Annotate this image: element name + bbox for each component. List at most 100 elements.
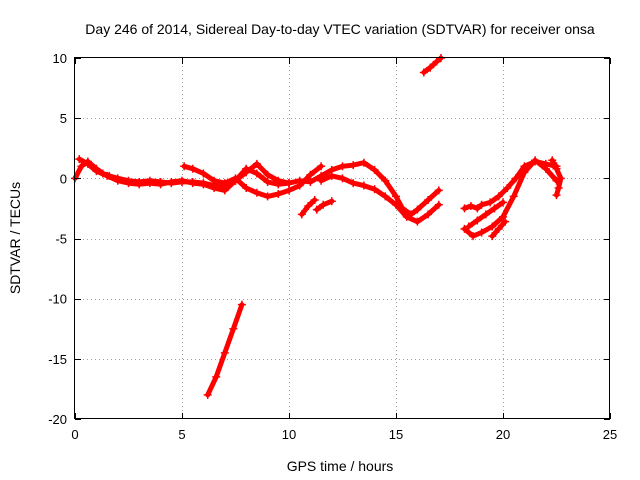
data-point [242,168,251,177]
data-point [381,192,390,201]
data-point [460,224,469,233]
x-tick-label: 0 [71,427,78,442]
data-point [338,174,347,183]
data-point [349,161,358,170]
data-point [424,195,433,204]
data-point [145,179,154,188]
data-point [156,180,165,189]
series-line [318,173,442,225]
series-line [421,55,444,75]
data-point [263,170,272,179]
data-point [188,164,197,173]
x-axis-label: GPS time / hours [287,458,394,474]
series-track-5 [297,195,319,219]
axis-ticks: 0 5 10 15 20 25 -20 -15 -10 -5 0 5 10 [48,51,617,442]
data-point [77,162,86,171]
data-point [413,205,422,214]
data-point [477,200,486,209]
data-point [263,177,272,186]
data-point [304,202,313,211]
y-tick-label: -20 [48,412,67,427]
data-point [295,181,304,190]
y-tick-label: 10 [53,51,67,66]
data-point [477,228,486,237]
data-point [402,212,411,221]
x-tick-label: 10 [282,427,296,442]
data-point [392,192,400,201]
data-point [229,324,238,333]
data-point [338,162,347,171]
data-point [319,200,328,209]
series-track-4 [317,171,443,226]
y-tick-label: -15 [48,352,67,367]
series-track-11 [464,198,507,231]
data-point [511,174,520,183]
data-point [310,195,319,204]
data-point [531,156,540,165]
data-point [501,217,510,226]
data-point [469,232,478,241]
data-point [83,159,92,168]
data-point [434,186,443,195]
data-series [71,54,565,399]
data-point [509,192,518,201]
data-point [113,176,122,185]
data-point [499,212,507,221]
data-point [552,191,561,200]
data-point [327,171,336,180]
data-point [392,200,400,209]
data-point [135,180,144,189]
series-line [462,157,559,239]
y-tick-label: 5 [60,111,67,126]
data-point [370,165,379,174]
data-point [419,68,428,77]
data-point [180,162,189,171]
series-track-13 [548,156,565,200]
data-point [541,164,550,173]
data-point [285,179,293,188]
data-point [494,224,503,233]
data-point [460,204,469,213]
data-point [488,222,497,231]
y-tick-label: 0 [60,171,67,186]
data-point [92,167,101,176]
data-point [434,200,443,209]
data-point [199,180,208,189]
series-track-8 [203,300,246,399]
data-point [75,155,84,164]
data-point [167,177,176,186]
series-track-6 [312,197,336,214]
data-point [556,174,565,183]
data-point [212,372,221,381]
data-point [554,183,563,192]
data-point [424,210,433,219]
data-point [490,204,499,213]
data-point [381,176,390,185]
data-point [231,174,240,183]
data-point [220,348,229,357]
data-point [220,179,229,188]
x-tick-label: 15 [389,427,403,442]
grid [75,58,610,419]
data-point [552,164,561,173]
data-point [481,210,490,219]
data-point [349,179,358,188]
data-point [306,177,315,186]
data-point [263,192,272,201]
data-point [317,176,326,185]
data-point [252,159,261,168]
data-point [285,186,293,195]
data-point [473,204,482,213]
data-point [548,156,557,165]
data-point [499,198,507,207]
data-point [488,232,497,241]
x-tick-label: 25 [603,427,617,442]
data-point [486,198,495,207]
data-point [252,188,261,197]
data-point [432,57,441,66]
data-point [199,169,208,178]
data-point [359,158,368,167]
x-tick-label: 20 [496,427,510,442]
series-track-10 [460,156,561,241]
